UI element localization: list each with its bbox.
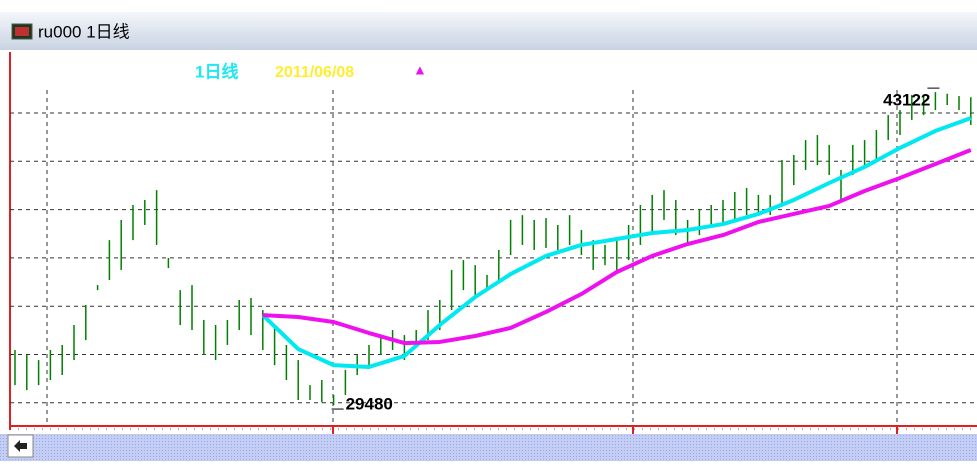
period-label: 1日线: [195, 61, 238, 81]
grid: [10, 112, 977, 404]
title-bar: [0, 12, 977, 50]
low-label: 29480: [346, 395, 393, 414]
scroll-bar[interactable]: [0, 434, 977, 461]
plot: 29480 43122: [14, 87, 972, 414]
window-icon-inner: [15, 27, 29, 36]
moving-average: [261, 116, 972, 369]
marker: ▲: [413, 62, 427, 78]
date-label: 2011/06/08: [275, 64, 354, 81]
moving-average: [262, 148, 972, 346]
high-label: 43122: [883, 91, 930, 110]
window-title: ru000 1日线: [38, 22, 130, 41]
scroll-icon: [14, 440, 27, 452]
